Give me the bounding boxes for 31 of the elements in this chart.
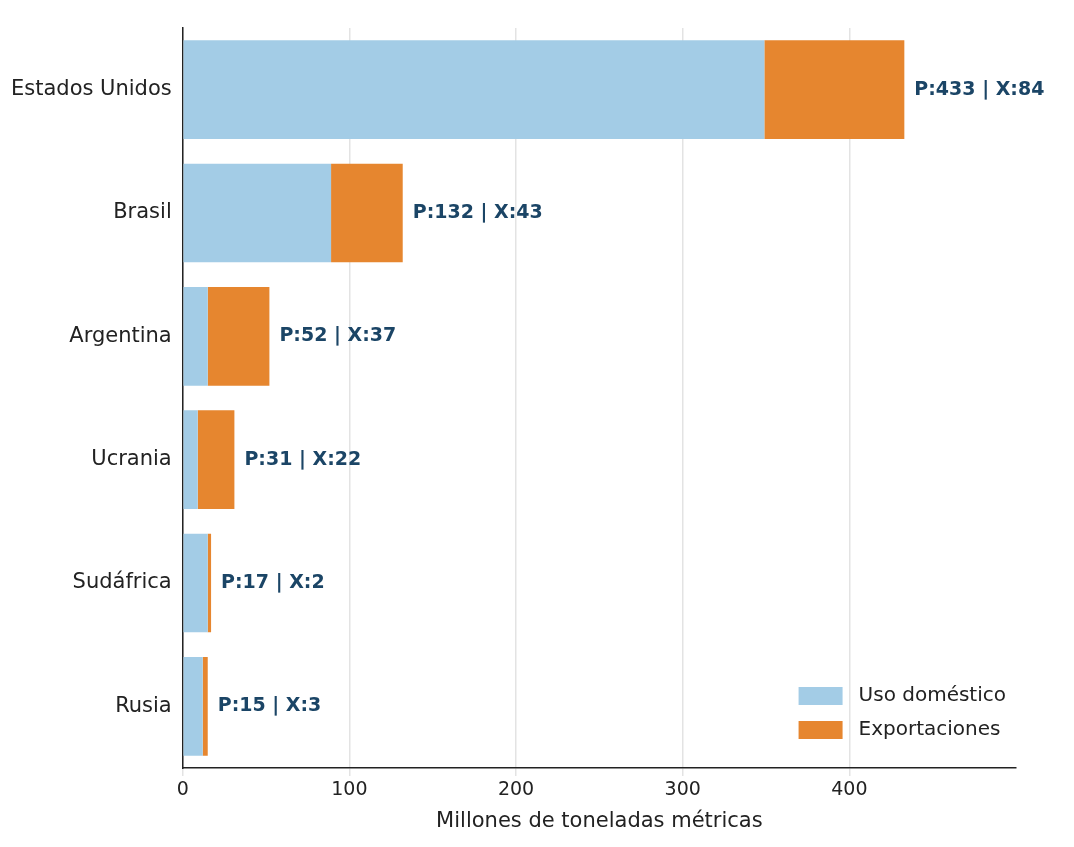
legend-label: Uso doméstico xyxy=(858,682,1006,707)
annotation: P:52 | X:37 xyxy=(279,323,397,347)
bar xyxy=(183,287,208,386)
bar xyxy=(183,657,203,756)
annotation: P:433 | X:84 xyxy=(914,76,1045,100)
bar xyxy=(197,410,235,509)
x-tick-label: 100 xyxy=(331,777,368,800)
x-tick-label: 0 xyxy=(176,777,189,800)
x-axis-title: Millones de toneladas métricas xyxy=(436,807,763,832)
bar xyxy=(764,40,905,139)
y-tick-label: Argentina xyxy=(69,322,172,347)
bar xyxy=(183,163,332,263)
y-tick-label: Brasil xyxy=(113,199,172,224)
y-tick-label: Sudáfrica xyxy=(72,569,172,594)
bar xyxy=(183,40,765,139)
bar xyxy=(207,287,270,386)
annotation: P:15 | X:3 xyxy=(217,693,322,717)
bar xyxy=(331,163,403,263)
annotation: P:17 | X:2 xyxy=(221,569,325,593)
x-tick-label: 400 xyxy=(831,777,868,800)
x-tick-label: 300 xyxy=(664,777,701,800)
annotation: P:31 | X:22 xyxy=(244,446,362,470)
bar xyxy=(183,410,198,509)
y-tick-label: Estados Unidos xyxy=(10,76,172,101)
bar xyxy=(183,533,208,633)
annotation: P:132 | X:43 xyxy=(412,199,543,223)
y-tick-label: Ucrania xyxy=(91,446,172,471)
legend-label: Exportaciones xyxy=(858,716,1001,741)
bar xyxy=(202,657,208,756)
x-tick-label: 200 xyxy=(497,777,535,800)
y-tick-label: Rusia xyxy=(115,692,172,717)
